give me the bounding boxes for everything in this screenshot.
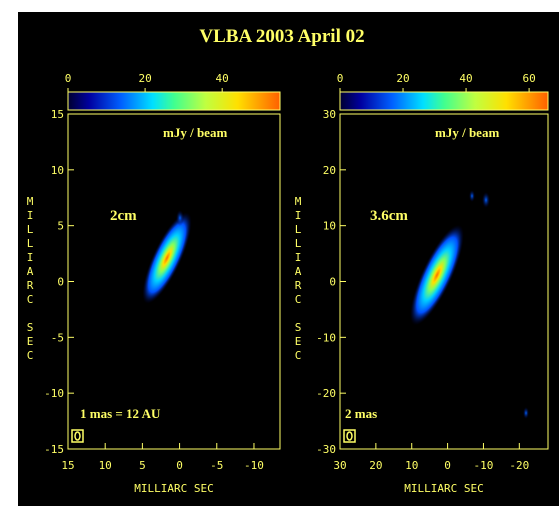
x-tick-label: -10 <box>474 459 494 472</box>
emission <box>176 210 184 226</box>
x-tick-label: 10 <box>99 459 112 472</box>
y-tick-label: -10 <box>316 331 336 344</box>
colorbar-label: mJy / beam <box>435 125 499 140</box>
x-tick-label: -5 <box>210 459 223 472</box>
colorbar-label: mJy / beam <box>163 125 227 140</box>
y-tick-label: 0 <box>57 276 64 289</box>
x-tick-label: -20 <box>509 459 529 472</box>
y-tick-label: -5 <box>51 331 64 344</box>
beam <box>346 431 353 441</box>
colorbar-tick-label: 60 <box>522 72 535 85</box>
y-tick-label: 10 <box>51 164 64 177</box>
y-tick-label: 10 <box>323 220 336 233</box>
y-tick-label: -20 <box>316 387 336 400</box>
y-tick-label: 15 <box>51 108 64 121</box>
y-axis-label: MILLIARC SEC <box>292 195 305 363</box>
y-tick-label: -10 <box>44 387 64 400</box>
y-tick-label: -30 <box>316 443 336 456</box>
scale-note: 1 mas = 12 AU <box>80 406 161 421</box>
colorbar-tick-label: 20 <box>396 72 409 85</box>
scale-note: 2 mas <box>345 406 377 421</box>
x-tick-label: 0 <box>176 459 183 472</box>
x-axis-label: MILLIARC SEC <box>404 482 483 495</box>
title: VLBA 2003 April 02 <box>199 26 364 47</box>
colorbar-tick-label: 40 <box>216 72 229 85</box>
beam <box>74 431 81 441</box>
x-tick-label: 10 <box>405 459 418 472</box>
x-tick-label: 20 <box>369 459 382 472</box>
x-axis-label: MILLIARC SEC <box>134 482 213 495</box>
emission <box>469 190 475 202</box>
y-tick-label: 0 <box>329 276 336 289</box>
colorbar-tick-label: 0 <box>65 72 72 85</box>
emission <box>523 407 529 419</box>
y-tick-label: -15 <box>44 443 64 456</box>
x-tick-label: 30 <box>333 459 346 472</box>
colorbar <box>339 91 549 111</box>
band-label: 2cm <box>110 208 137 224</box>
y-tick-label: 5 <box>57 220 64 233</box>
x-tick-label: 15 <box>61 459 74 472</box>
emission <box>142 212 192 304</box>
x-tick-label: 5 <box>139 459 146 472</box>
beam-box <box>343 429 356 443</box>
x-tick-label: 0 <box>444 459 451 472</box>
band-label: 3.6cm <box>370 208 408 224</box>
y-tick-label: 20 <box>323 164 336 177</box>
colorbar-tick-label: 20 <box>138 72 151 85</box>
background <box>18 12 559 506</box>
colorbar <box>67 91 281 111</box>
colorbar-tick-label: 0 <box>337 72 344 85</box>
y-tick-label: 30 <box>323 108 336 121</box>
colorbar-tick-label: 40 <box>459 72 472 85</box>
emission <box>410 224 464 326</box>
y-axis-label: MILLIARC SEC <box>24 195 37 363</box>
emission <box>482 192 490 208</box>
beam-box <box>71 429 84 443</box>
x-tick-label: -10 <box>244 459 264 472</box>
